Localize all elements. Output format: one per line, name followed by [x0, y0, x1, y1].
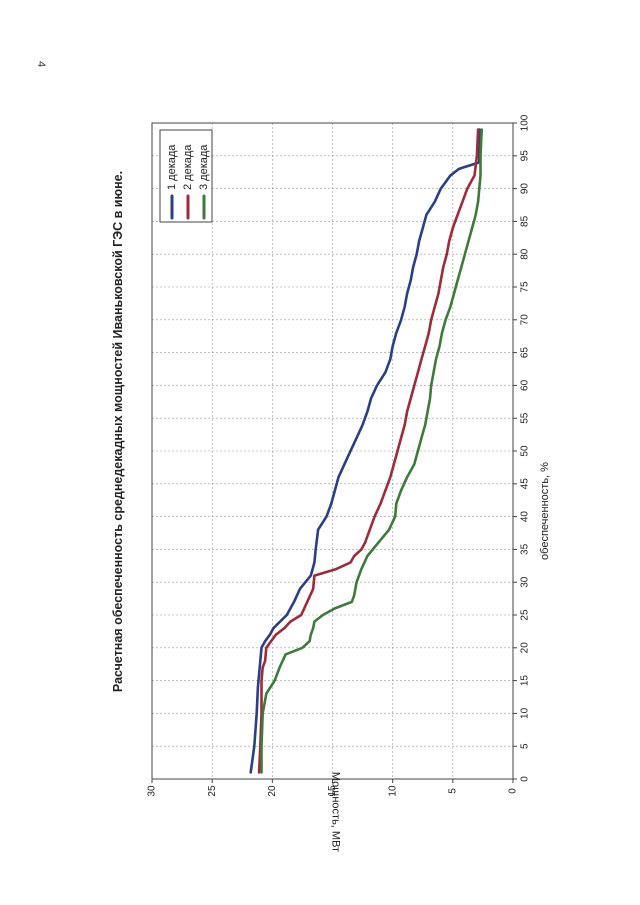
x-tick-label: 30	[520, 576, 531, 588]
series-line-3	[260, 128, 484, 774]
y-tick-label: 10	[387, 785, 398, 797]
legend-label-2: 2 декада	[182, 144, 194, 190]
x-tick-label: 95	[520, 150, 531, 162]
y-tick-label: 30	[147, 785, 158, 797]
x-axis-label: обеспеченность, %	[539, 462, 551, 560]
y-tick-label: 5	[447, 788, 458, 794]
chart-title: Расчетная обеспеченность среднедекадных …	[111, 171, 125, 692]
x-tick-label: 0	[520, 776, 531, 782]
x-tick-label: 40	[520, 511, 531, 523]
legend-label-1: 1 декада	[166, 144, 178, 190]
x-tick-label: 20	[520, 642, 531, 654]
x-tick-label: 100	[520, 114, 531, 131]
x-tick-label: 60	[520, 379, 531, 391]
x-tick-label: 45	[520, 478, 531, 490]
x-tick-label: 80	[520, 248, 531, 260]
x-tick-label: 65	[520, 347, 531, 359]
x-tick-label: 50	[520, 445, 531, 457]
x-tick-label: 10	[520, 707, 531, 719]
y-tick-label: 20	[267, 785, 278, 797]
x-tick-label: 35	[520, 543, 531, 555]
y-tick-label: 0	[508, 788, 519, 794]
x-tick-label: 25	[520, 609, 531, 621]
series-layer	[249, 128, 484, 774]
legend: 1 декада 2 декада 3 декада	[159, 129, 213, 223]
series-line-1	[249, 128, 481, 774]
x-tick-label: 75	[520, 281, 531, 293]
x-tick-label: 90	[520, 183, 531, 195]
legend-label-3: 3 декада	[198, 144, 210, 190]
x-tick-label: 15	[520, 675, 531, 687]
series-line-2	[257, 128, 480, 774]
x-tick-label: 70	[520, 314, 531, 326]
y-tick-label: 25	[207, 785, 218, 797]
y-axis-label: Мощность, МВт	[330, 772, 342, 852]
tick-layer: 0510152025303540455055606570758085909510…	[147, 114, 531, 796]
y-tick-label: 15	[327, 785, 338, 797]
grid-layer	[152, 123, 513, 779]
x-tick-label: 55	[520, 412, 531, 424]
x-tick-label: 5	[520, 743, 531, 749]
x-tick-label: 85	[520, 215, 531, 227]
